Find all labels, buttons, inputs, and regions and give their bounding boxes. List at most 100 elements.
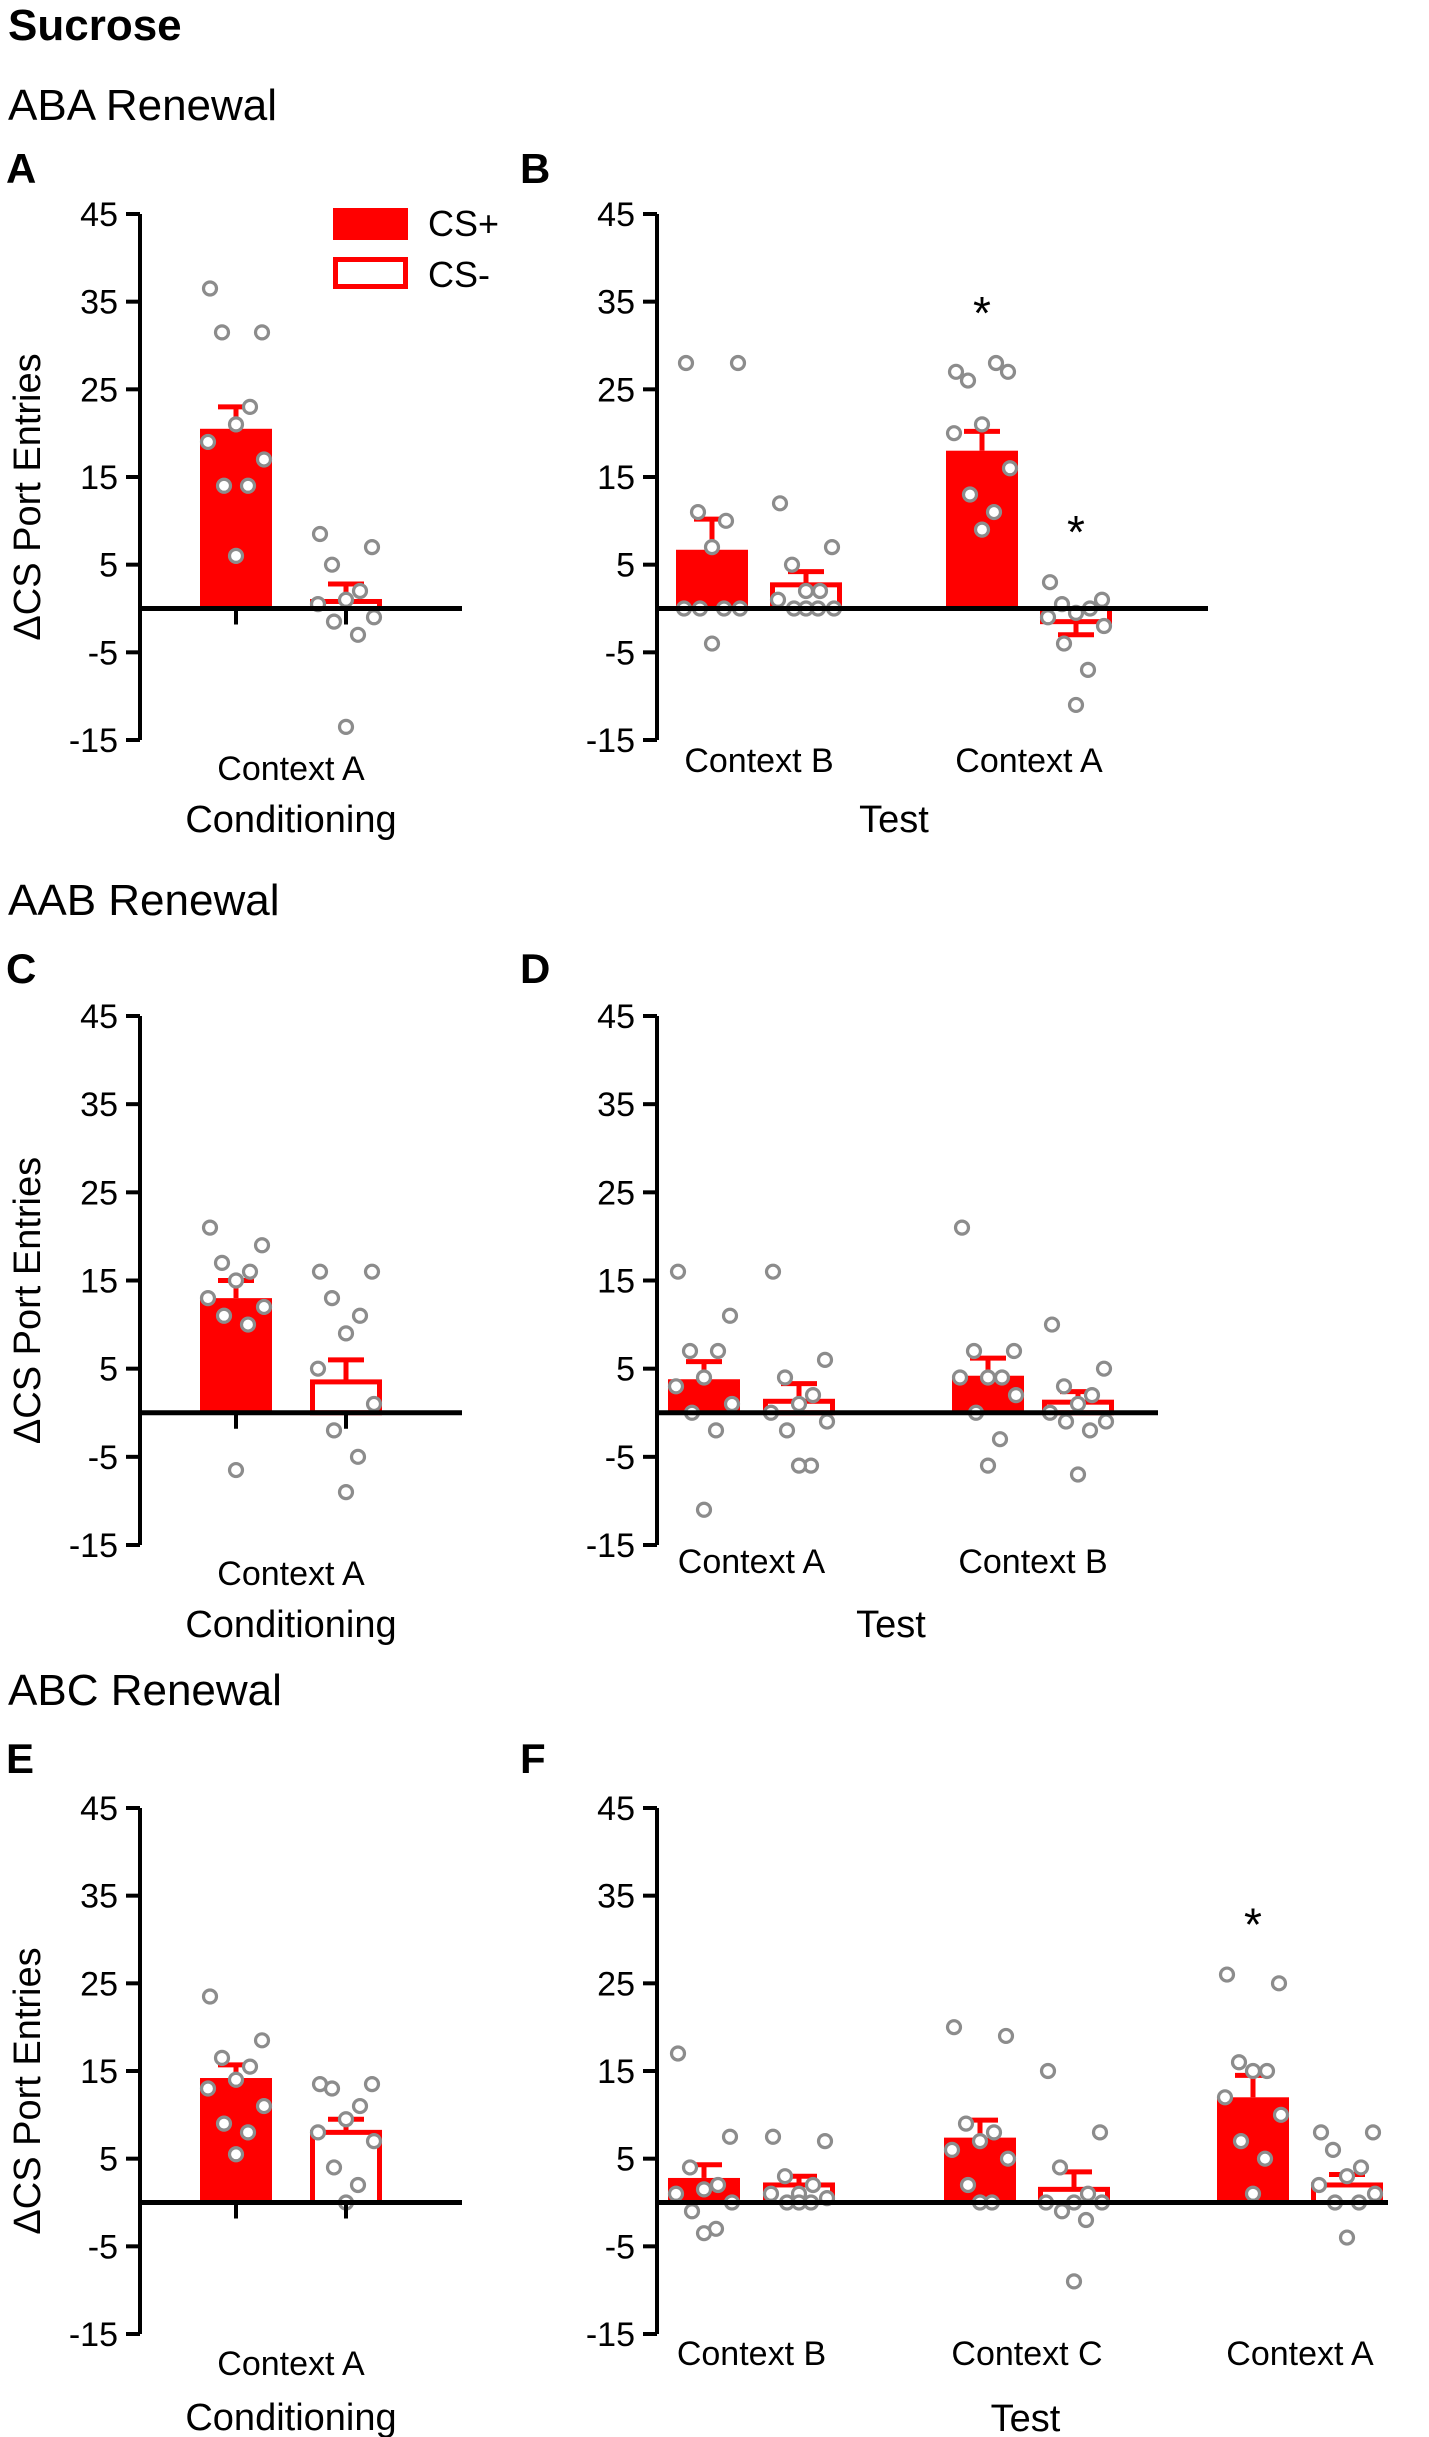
data-point-c (213, 1254, 231, 1271)
data-point-b (945, 425, 963, 442)
data-point-d (695, 1369, 713, 1386)
data-point-b (1079, 661, 1097, 678)
data-point-f (985, 2124, 1003, 2141)
data-point-d (681, 1342, 699, 1360)
y-tick-label-b: 15 (597, 459, 635, 497)
data-point-d (818, 1413, 836, 1430)
chart-panel-f: 45 35 25 15 5 -5 -15 Context B Context C * Context… (586, 1790, 1388, 2437)
data-point-f (764, 2128, 782, 2145)
bar-c-cs-plus-0 (200, 1298, 272, 1413)
legend-swatch-cs-plus (333, 208, 408, 240)
y-tick-label-d: -5 (605, 1439, 635, 1477)
chart-panel-d: 45 35 25 15 5 -5 -15 Context A Context B Test (586, 998, 1158, 1646)
data-point-a (349, 626, 367, 643)
data-point-d (790, 1395, 808, 1413)
group-label-d: Test (856, 1604, 926, 1646)
data-point-d (1055, 1378, 1073, 1395)
y-tick-label-c: 35 (80, 1086, 118, 1124)
data-point-f (669, 2045, 687, 2062)
data-point-c (337, 1483, 355, 1501)
data-point-b (1095, 617, 1113, 635)
legend: CS+ CS- (333, 203, 499, 295)
category-label-e: Context A (217, 2345, 365, 2383)
data-point-b (1093, 591, 1111, 608)
data-point-f (1216, 2089, 1234, 2106)
data-point-d (790, 1457, 808, 1474)
chart-panel-e: 45 35 25 15 5 -5 -15 ΔCS Port Entries Context A C… (7, 1790, 462, 2437)
y-tick-label-c: 15 (80, 1263, 118, 1301)
data-point-e (201, 1988, 219, 2005)
y-tick-label-b: 25 (597, 371, 635, 409)
group-label-f: Test (991, 2398, 1061, 2437)
data-point-d (1043, 1316, 1061, 1333)
data-point-f (721, 2128, 739, 2145)
data-point-f (1256, 2150, 1274, 2167)
category-label-a: Context A (217, 750, 365, 788)
data-point-a (337, 591, 355, 608)
data-point-f (1218, 1966, 1236, 1983)
data-point-e (309, 2124, 327, 2141)
data-point-f (1324, 2141, 1342, 2158)
data-point-d (707, 1422, 725, 1439)
data-point-e (363, 2076, 381, 2093)
data-point-a (253, 324, 271, 341)
legend-swatch-cs-minus (333, 257, 408, 289)
data-point-d (1069, 1466, 1087, 1483)
group-label-e: Conditioning (185, 2397, 396, 2437)
data-point-e (241, 2058, 259, 2075)
data-point-a (311, 525, 329, 543)
data-point-d (1097, 1413, 1115, 1430)
significance-marker-b: * (1067, 506, 1085, 558)
category-label-b: Context A (955, 742, 1103, 780)
group-label-c: Conditioning (185, 1604, 396, 1646)
y-axis-label-c: ΔCS Port Entries (7, 1157, 49, 1444)
data-point-a (255, 451, 273, 468)
data-point-d (979, 1457, 997, 1474)
y-tick-label-e: 25 (80, 1965, 118, 2003)
data-point-f (999, 2150, 1017, 2167)
category-label-d: Context B (958, 1543, 1107, 1581)
data-point-f (943, 2141, 961, 2158)
data-point-d (991, 1431, 1009, 1448)
data-point-a (199, 433, 217, 451)
y-tick-label-f: 15 (597, 2053, 635, 2091)
significance-marker-f: * (1244, 1899, 1262, 1951)
data-point-e (213, 2049, 231, 2066)
data-point-e (215, 2115, 233, 2132)
y-tick-label-d: 35 (597, 1086, 635, 1124)
data-point-e (239, 2124, 257, 2141)
panel-letter-c: C (6, 945, 36, 992)
bar-e-cs-plus-0 (200, 2078, 272, 2203)
data-point-f (1270, 1975, 1288, 1992)
data-point-b (677, 354, 695, 372)
data-point-a (363, 539, 381, 556)
data-point-c (227, 1272, 245, 1289)
data-point-d (953, 1219, 971, 1236)
data-point-c (255, 1298, 273, 1316)
data-point-b (961, 486, 979, 503)
data-point-c (365, 1395, 383, 1413)
data-point-c (253, 1237, 271, 1254)
y-tick-label-f: -5 (605, 2228, 635, 2266)
category-label-f: Context C (951, 2335, 1102, 2373)
data-point-c (199, 1290, 217, 1307)
data-point-e (365, 2133, 383, 2150)
y-tick-label-f: 35 (597, 1878, 635, 1916)
data-point-e (227, 2071, 245, 2088)
data-point-f (1079, 2185, 1097, 2202)
data-point-f (709, 2176, 727, 2194)
data-point-f (776, 2168, 794, 2185)
data-point-f (957, 2115, 975, 2132)
data-point-b (1039, 609, 1057, 626)
data-point-a (241, 398, 259, 415)
data-point-a (351, 582, 369, 600)
data-point-d (669, 1263, 687, 1280)
data-point-f (1077, 2211, 1095, 2229)
data-point-e (227, 2146, 245, 2163)
data-point-b (1001, 460, 1019, 477)
y-axis-label-a: ΔCS Port Entries (7, 353, 49, 640)
data-point-d (776, 1369, 794, 1386)
panel-letter-a: A (6, 145, 36, 192)
data-point-a (201, 280, 219, 297)
